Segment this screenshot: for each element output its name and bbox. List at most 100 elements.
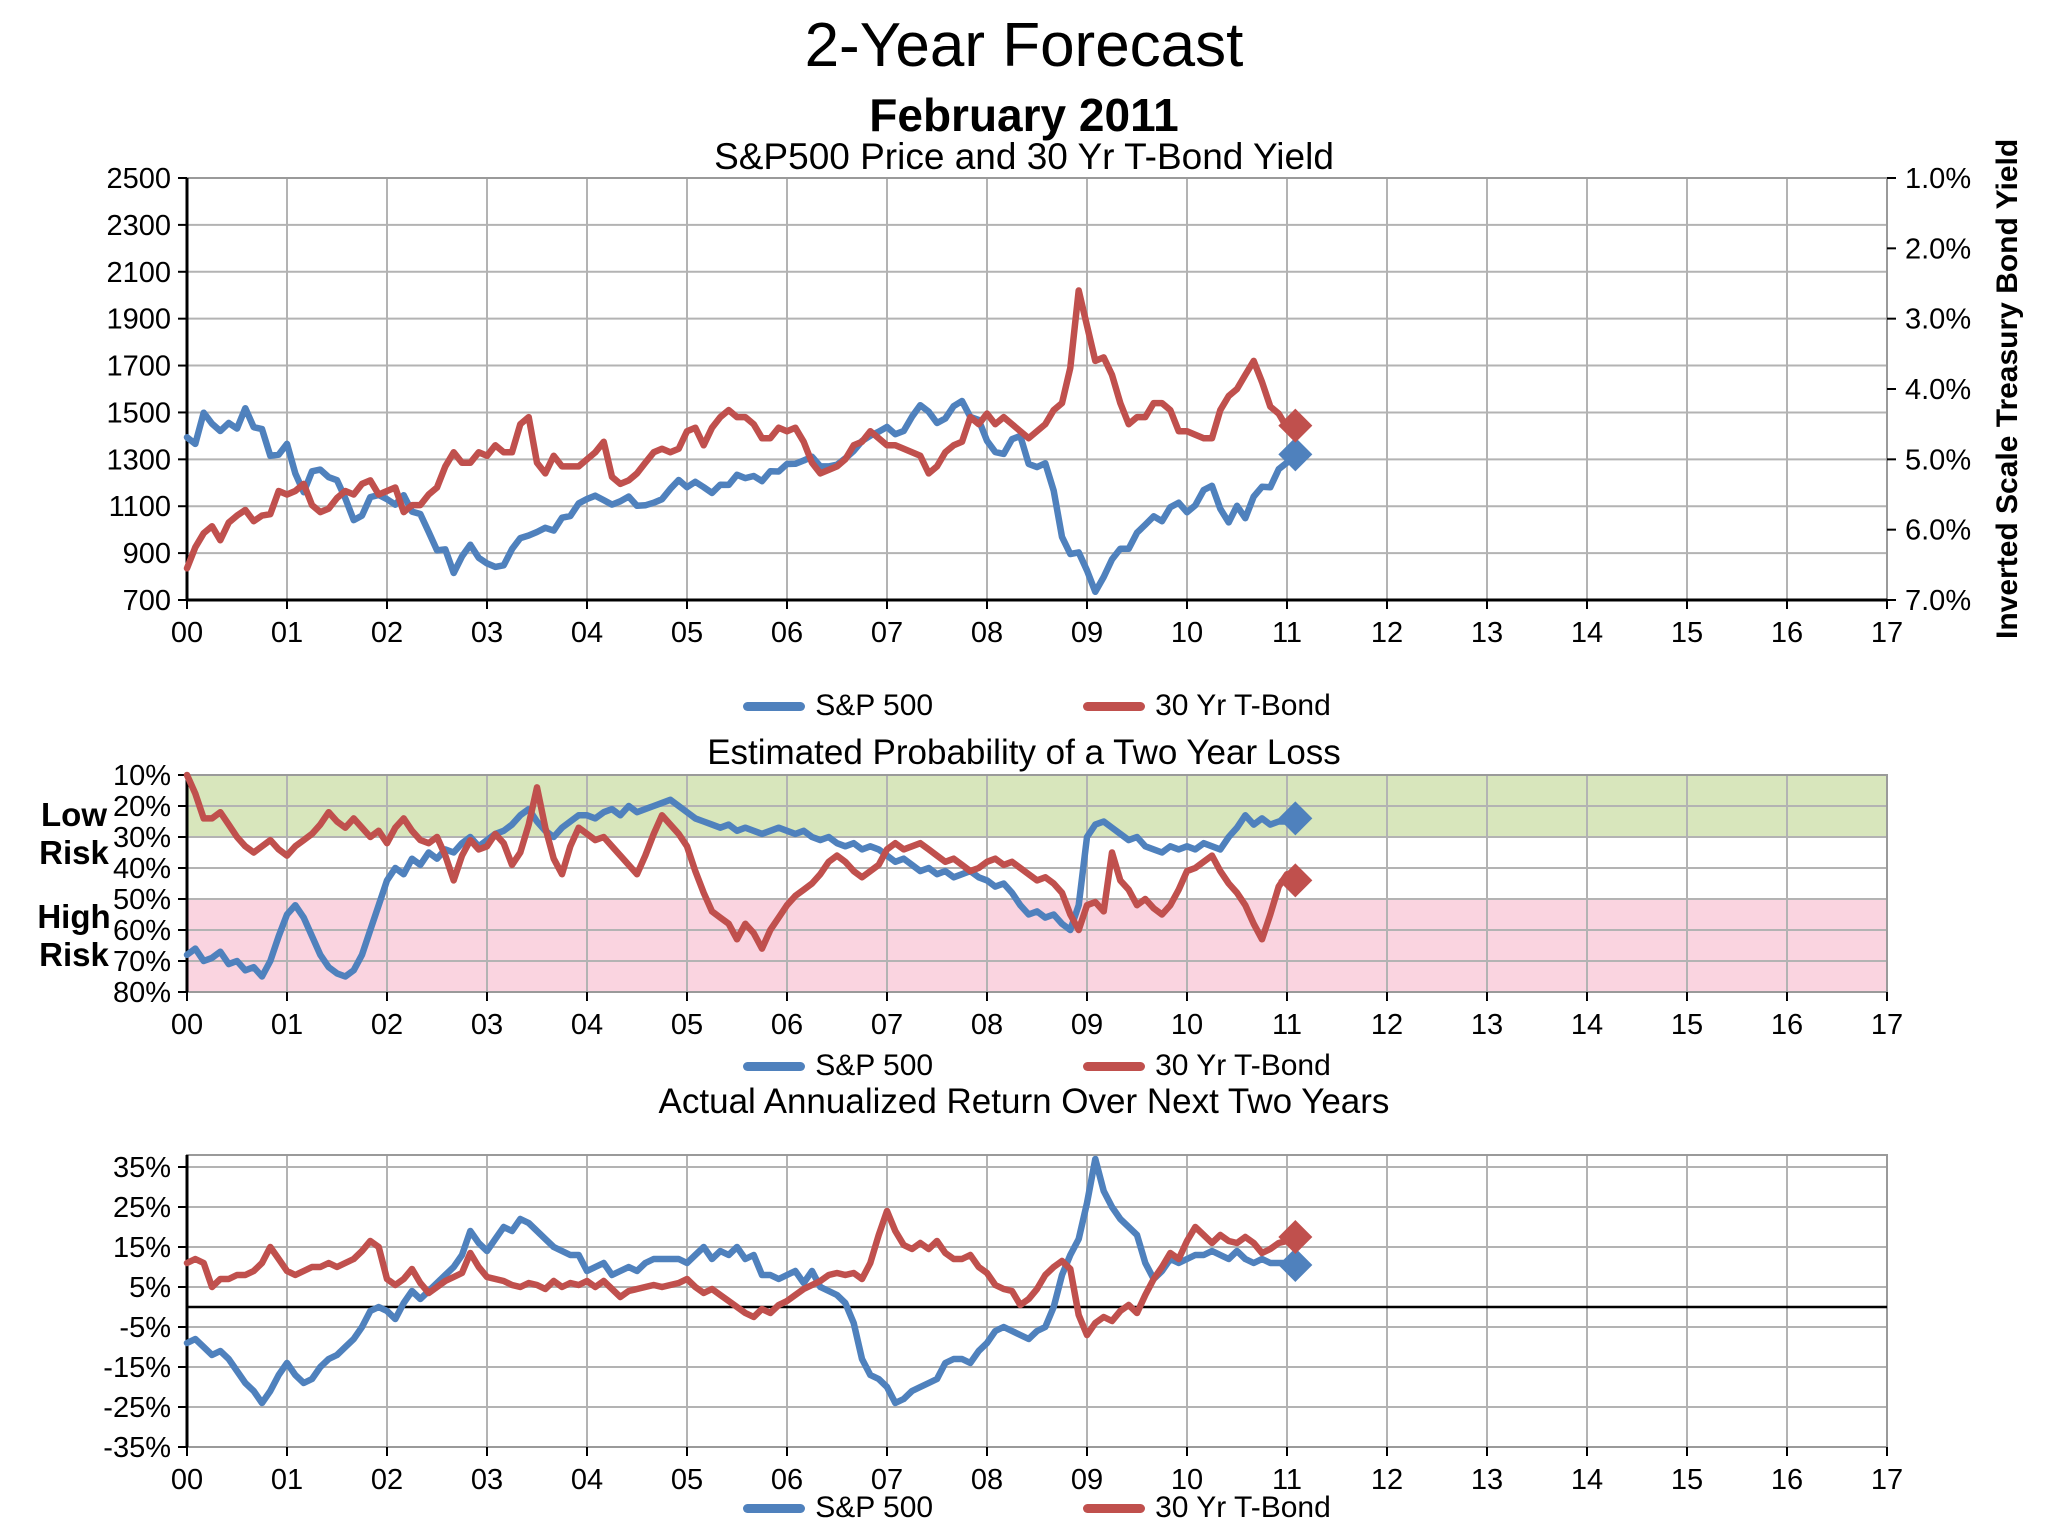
legend-label-sp500: S&P 500 (815, 689, 934, 722)
svg-text:16: 16 (1771, 617, 1803, 649)
returns-x-tick-labels: 00 01 02 03 04 05 06 07 08 09 10 11 12 13 14 15 16 17 (171, 1447, 1903, 1496)
legend-label-tbond: 30 Yr T-Bond (1155, 1049, 1331, 1082)
svg-text:900: 900 (123, 538, 171, 570)
s&p-500-forecast-diamond (1278, 801, 1313, 836)
svg-text:00: 00 (171, 1009, 203, 1041)
price-plot-border (186, 177, 1888, 601)
legend-entry-tbond: 30 Yr T-Bond (1083, 1049, 1331, 1083)
svg-text:2100: 2100 (106, 257, 171, 289)
svg-text:50%: 50% (113, 884, 171, 916)
svg-text:2.0%: 2.0% (1905, 233, 1971, 265)
page-subtitle: February 2011 (869, 89, 1179, 141)
svg-text:12: 12 (1371, 1464, 1403, 1496)
returns-chart-legend: S&P 500 30 Yr T-Bond (187, 1490, 1887, 1526)
svg-text:04: 04 (571, 617, 603, 649)
30-yr-t-bond-forecast-diamond (1278, 863, 1313, 898)
svg-text:09: 09 (1071, 1464, 1103, 1496)
svg-text:70%: 70% (113, 946, 171, 978)
legend-entry-tbond: 30 Yr T-Bond (1083, 1491, 1331, 1525)
svg-text:01: 01 (271, 1009, 303, 1041)
30-yr-t-bond-forecast-diamond (1278, 1220, 1313, 1254)
svg-text:09: 09 (1071, 1009, 1103, 1041)
svg-text:3.0%: 3.0% (1905, 304, 1971, 336)
probability-chart-legend: S&P 500 30 Yr T-Bond (187, 1048, 1887, 1084)
svg-text:12: 12 (1371, 617, 1403, 649)
svg-text:2500: 2500 (106, 163, 171, 195)
30-yr-t-bond-line-returns (183, 1207, 1299, 1339)
svg-text:14: 14 (1571, 1009, 1603, 1041)
svg-text:06: 06 (771, 1464, 803, 1496)
svg-text:05: 05 (671, 617, 703, 649)
svg-text:05: 05 (671, 1464, 703, 1496)
svg-text:01: 01 (271, 617, 303, 649)
legend-entry-sp500: S&P 500 (743, 689, 933, 723)
price-horizontal-gridlines (187, 177, 1887, 601)
svg-text:16: 16 (1771, 1009, 1803, 1041)
price-chart-legend: S&P 500 30 Yr T-Bond (187, 688, 1887, 724)
svg-text:13: 13 (1471, 1464, 1503, 1496)
svg-text:17: 17 (1871, 1009, 1903, 1041)
legend-label-tbond: 30 Yr T-Bond (1155, 689, 1331, 722)
svg-text:13: 13 (1471, 1009, 1503, 1041)
legend-label-sp500: S&P 500 (815, 1491, 934, 1524)
returns-y-tick-labels: 35% 25% 15% 5% -5% -15% -25% -35% (103, 1152, 187, 1464)
svg-text:-25%: -25% (103, 1392, 171, 1424)
svg-text:06: 06 (771, 617, 803, 649)
svg-text:11: 11 (1272, 1009, 1302, 1041)
tbond-line-swatch (1083, 1061, 1146, 1071)
svg-text:13: 13 (1471, 617, 1503, 649)
svg-text:00: 00 (171, 1464, 203, 1496)
svg-text:12: 12 (1371, 1009, 1403, 1041)
legend-entry-sp500: S&P 500 (743, 1049, 933, 1083)
svg-text:15%: 15% (113, 1232, 171, 1264)
svg-text:01: 01 (271, 1464, 303, 1496)
svg-text:03: 03 (471, 617, 503, 649)
svg-text:03: 03 (471, 1464, 503, 1496)
right-axis-title: Inverted Scale Treasury Bond Yield (1991, 138, 2024, 640)
svg-text:17: 17 (1871, 1464, 1903, 1496)
svg-text:07: 07 (871, 1464, 903, 1496)
returns-vertical-gridlines (286, 1155, 1888, 1447)
svg-text:6.0%: 6.0% (1905, 515, 1971, 547)
svg-text:15: 15 (1671, 1464, 1703, 1496)
svg-text:1500: 1500 (106, 397, 171, 429)
svg-text:1.0%: 1.0% (1905, 163, 1971, 195)
s&p-500-forecast-diamond (1278, 1248, 1313, 1282)
s&p-500-line-returns (183, 1155, 1299, 1407)
svg-text:1300: 1300 (106, 444, 171, 476)
svg-text:02: 02 (371, 617, 403, 649)
legend-entry-tbond: 30 Yr T-Bond (1083, 689, 1331, 723)
svg-text:10: 10 (1171, 617, 1203, 649)
svg-text:4.0%: 4.0% (1905, 374, 1971, 406)
svg-text:1900: 1900 (106, 304, 171, 336)
svg-text:16: 16 (1771, 1464, 1803, 1496)
svg-text:40%: 40% (113, 853, 171, 885)
probability-chart-title: Estimated Probability of a Two Year Loss (707, 733, 1341, 772)
svg-text:03: 03 (471, 1009, 503, 1041)
svg-text:2300: 2300 (106, 210, 171, 242)
price-chart: 2500 2300 2100 1900 1700 1500 1300 1100 900 700 1.… (106, 163, 1971, 649)
svg-text:07: 07 (871, 1009, 903, 1041)
legend-entry-sp500: S&P 500 (743, 1491, 933, 1525)
svg-text:1100: 1100 (109, 491, 171, 523)
svg-text:09: 09 (1071, 617, 1103, 649)
svg-text:5.0%: 5.0% (1905, 444, 1971, 476)
returns-chart-title: Actual Annualized Return Over Next Two Y… (658, 1082, 1390, 1121)
svg-text:15: 15 (1671, 1009, 1703, 1041)
svg-text:35%: 35% (113, 1152, 171, 1184)
svg-text:08: 08 (971, 617, 1003, 649)
svg-text:07: 07 (871, 617, 903, 649)
svg-text:700: 700 (123, 585, 171, 617)
svg-text:1700: 1700 (106, 351, 171, 383)
price-x-tick-labels: 00 01 02 03 04 05 06 07 08 09 10 11 12 13 14 15 16 17 (171, 600, 1903, 649)
svg-text:14: 14 (1571, 617, 1603, 649)
svg-text:08: 08 (971, 1009, 1003, 1041)
s&p-500-line-price (183, 397, 1299, 596)
svg-text:7.0%: 7.0% (1905, 585, 1971, 617)
svg-text:10%: 10% (113, 760, 171, 792)
svg-text:04: 04 (571, 1464, 603, 1496)
tbond-line-swatch (1083, 701, 1146, 711)
30-yr-t-bond-line-probability (183, 771, 1299, 952)
svg-text:25%: 25% (113, 1192, 171, 1224)
